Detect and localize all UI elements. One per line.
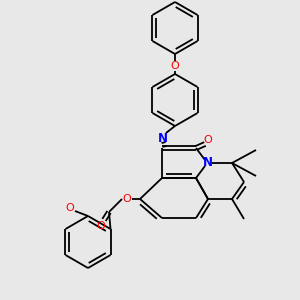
Text: N: N <box>203 157 213 169</box>
Text: N: N <box>158 133 168 146</box>
Text: O: O <box>204 135 212 145</box>
Text: O: O <box>66 203 74 213</box>
Text: O: O <box>171 61 179 71</box>
Text: O: O <box>97 221 105 231</box>
Text: O: O <box>123 194 131 204</box>
